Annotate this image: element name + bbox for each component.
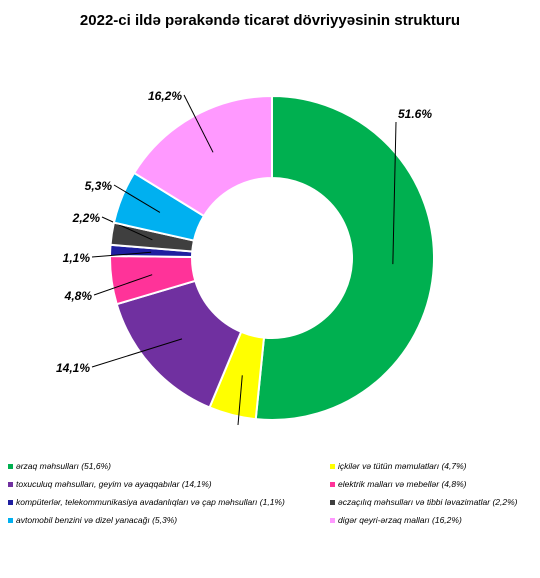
leader-line-7	[183, 94, 214, 153]
legend-swatch-0	[8, 463, 13, 469]
slice-label-2: 14,1%	[56, 361, 90, 375]
donut-chart: 51.6% 4,7% 14,1% 4,8% 1,1% 2,2% 5,3% 16,2%	[56, 89, 435, 430]
slice-label-0: 51.6%	[398, 107, 432, 121]
slice-0	[254, 94, 435, 421]
legend-item-3: elektrik malları və mebellər (4,8%)	[330, 479, 466, 489]
legend-swatch-3	[330, 481, 335, 487]
leader-line-1	[237, 375, 243, 426]
legend-label-3: elektrik malları və mebellər (4,8%)	[338, 479, 467, 489]
chart-title: 2022-ci ildə pərakəndə ticarət dövriyyəs…	[79, 12, 461, 29]
slice-7	[132, 94, 273, 218]
slice-label-4: 1,1%	[63, 251, 91, 265]
slice-label-6: 5,3%	[85, 179, 113, 193]
legend-item-4: kompüterlər, telekommunikasiya avadanlıq…	[8, 497, 285, 507]
legend-label-5: əczaçılıq məhsulları və tibbi ləvazimatl…	[338, 497, 518, 507]
legend-swatch-1	[330, 463, 335, 469]
slice-label-7: 16,2%	[148, 89, 182, 103]
legend-item-5: əczaçılıq məhsulları və tibbi ləvazimatl…	[330, 497, 518, 507]
leader-line-3	[93, 274, 153, 296]
legend-label-2: toxuculuq məhsulları, geyim və ayaqqabıl…	[16, 479, 212, 489]
leader-line-2	[91, 338, 183, 368]
leader-line-5	[101, 216, 153, 241]
leader-line-4	[91, 251, 152, 258]
slice-label-5: 2,2%	[72, 211, 101, 225]
legend-label-6: avtomobil benzini və dizel yanacağı (5,3…	[16, 515, 178, 525]
slice-label-3: 4,8%	[64, 289, 93, 303]
legend-label-7: digər qeyri-ərzaq malları (16,2%)	[338, 515, 462, 525]
legend-swatch-2	[8, 481, 13, 487]
legend-item-7: digər qeyri-ərzaq malları (16,2%)	[330, 515, 462, 525]
legend-swatch-6	[8, 517, 13, 523]
leader-line-0	[392, 121, 397, 265]
legend-item-6: avtomobil benzini və dizel yanacağı (5,3…	[8, 515, 177, 525]
legend-item-2: toxuculuq məhsulları, geyim və ayaqqabıl…	[8, 479, 212, 489]
legend-label-0: ərzaq məhsulları (51,6%)	[16, 461, 111, 471]
leader-line-6	[113, 184, 161, 213]
legend-swatch-4	[8, 499, 13, 505]
legend-swatch-7	[330, 517, 335, 523]
legend-item-1: içkilər və tütün məmulatları (4,7%)	[330, 461, 467, 471]
legend-label-4: kompüterlər, telekommunikasiya avadanlıq…	[16, 497, 285, 507]
legend-item-0: ərzaq məhsulları (51,6%)	[8, 461, 111, 471]
legend-swatch-5	[330, 499, 335, 505]
legend-label-1: içkilər və tütün məmulatları (4,7%)	[338, 461, 467, 471]
slice-label-1: 4,7%	[217, 429, 246, 430]
